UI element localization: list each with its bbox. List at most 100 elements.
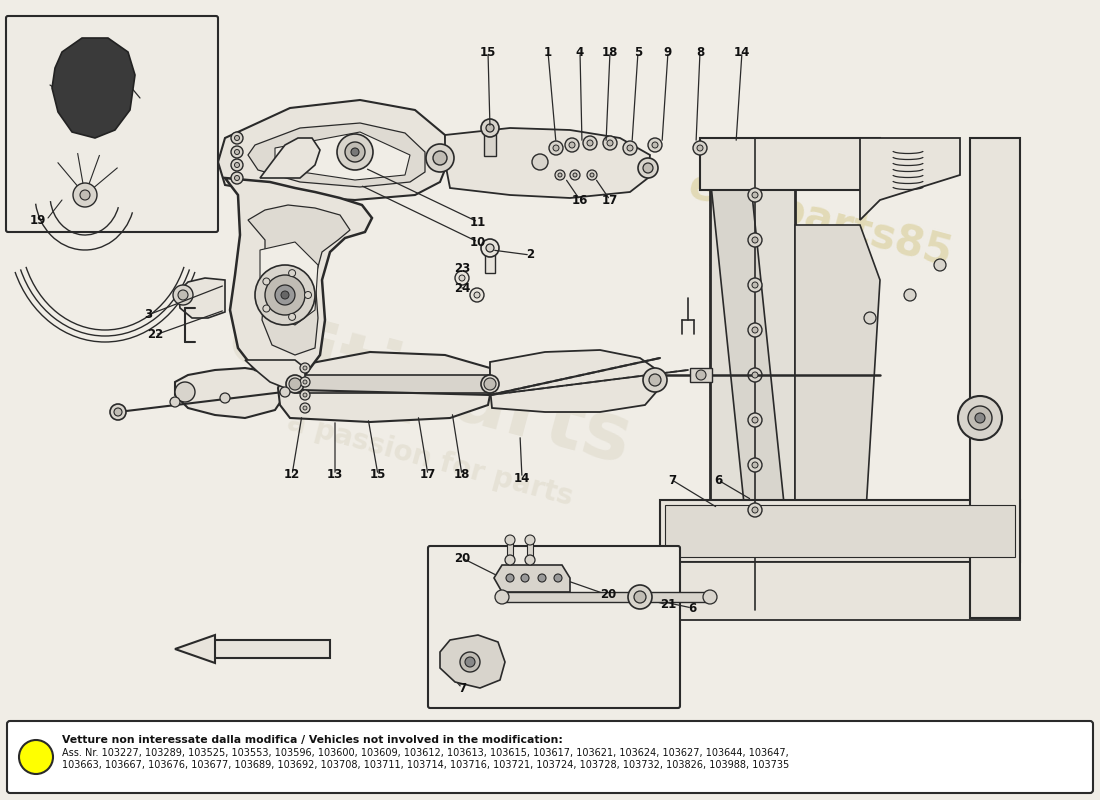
Circle shape <box>505 555 515 565</box>
Circle shape <box>288 270 296 277</box>
Circle shape <box>465 657 475 667</box>
Circle shape <box>300 377 310 387</box>
Circle shape <box>648 138 662 152</box>
Polygon shape <box>178 278 226 318</box>
Circle shape <box>486 124 494 132</box>
Circle shape <box>587 170 597 180</box>
Circle shape <box>538 574 546 582</box>
Bar <box>502 592 712 602</box>
Polygon shape <box>248 123 425 187</box>
Text: 15: 15 <box>370 469 386 482</box>
Circle shape <box>748 458 762 472</box>
Circle shape <box>220 393 230 403</box>
Circle shape <box>627 145 632 151</box>
Text: 15: 15 <box>480 46 496 58</box>
Polygon shape <box>860 138 960 220</box>
Circle shape <box>234 135 240 141</box>
Text: 17: 17 <box>420 469 436 482</box>
Circle shape <box>752 507 758 513</box>
Circle shape <box>634 591 646 603</box>
Circle shape <box>975 413 984 423</box>
Circle shape <box>114 408 122 416</box>
Circle shape <box>175 382 195 402</box>
Bar <box>970 138 1020 618</box>
Bar <box>507 542 513 560</box>
Polygon shape <box>660 562 1020 620</box>
Text: 18: 18 <box>602 46 618 58</box>
Circle shape <box>752 417 758 423</box>
Circle shape <box>556 170 565 180</box>
Circle shape <box>110 404 126 420</box>
Circle shape <box>864 312 876 324</box>
Polygon shape <box>226 178 372 378</box>
Text: Vetture non interessate dalla modifica / Vehicles not involved in the modificati: Vetture non interessate dalla modifica /… <box>62 735 563 745</box>
Bar <box>660 500 1020 562</box>
Text: 1: 1 <box>543 46 552 58</box>
Circle shape <box>231 132 243 144</box>
Text: 5: 5 <box>634 46 642 58</box>
Circle shape <box>255 265 315 325</box>
Circle shape <box>628 585 652 609</box>
Text: 12: 12 <box>284 469 300 482</box>
Text: 22: 22 <box>147 329 163 342</box>
Bar <box>484 128 496 156</box>
Circle shape <box>752 462 758 468</box>
Circle shape <box>73 183 97 207</box>
Bar <box>690 368 712 382</box>
Polygon shape <box>175 368 285 418</box>
Circle shape <box>470 288 484 302</box>
Polygon shape <box>245 360 305 388</box>
Circle shape <box>607 140 613 146</box>
Bar <box>666 505 1015 557</box>
Circle shape <box>345 142 365 162</box>
Circle shape <box>280 291 289 299</box>
Text: 24: 24 <box>454 282 470 294</box>
Circle shape <box>170 397 180 407</box>
Circle shape <box>623 141 637 155</box>
Text: 4: 4 <box>576 46 584 58</box>
Circle shape <box>263 278 270 285</box>
Text: 2: 2 <box>526 249 535 262</box>
Circle shape <box>234 175 240 181</box>
Circle shape <box>351 148 359 156</box>
Text: 8: 8 <box>696 46 704 58</box>
Circle shape <box>748 233 762 247</box>
Text: 20: 20 <box>600 589 616 602</box>
Circle shape <box>696 370 706 380</box>
Text: 18: 18 <box>454 469 470 482</box>
Circle shape <box>525 535 535 545</box>
Circle shape <box>234 162 240 167</box>
Circle shape <box>288 314 296 320</box>
Circle shape <box>178 290 188 300</box>
Circle shape <box>300 390 310 400</box>
Circle shape <box>554 574 562 582</box>
Polygon shape <box>248 205 350 355</box>
Circle shape <box>934 259 946 271</box>
Circle shape <box>455 271 469 285</box>
Polygon shape <box>260 242 318 325</box>
Circle shape <box>505 535 515 545</box>
Text: 10: 10 <box>470 235 486 249</box>
Text: elitiparts85: elitiparts85 <box>683 165 957 275</box>
Circle shape <box>968 406 992 430</box>
Circle shape <box>752 237 758 243</box>
Polygon shape <box>218 100 448 200</box>
Circle shape <box>19 740 53 774</box>
Circle shape <box>752 282 758 288</box>
Text: a passion for parts: a passion for parts <box>284 408 576 512</box>
Text: 6: 6 <box>688 602 696 614</box>
Circle shape <box>748 188 762 202</box>
Polygon shape <box>490 350 660 412</box>
Circle shape <box>525 555 535 565</box>
Circle shape <box>263 305 270 312</box>
Polygon shape <box>52 38 135 138</box>
Circle shape <box>752 327 758 333</box>
Circle shape <box>644 163 653 173</box>
Circle shape <box>573 173 578 177</box>
Text: 16: 16 <box>572 194 588 206</box>
Circle shape <box>231 146 243 158</box>
Circle shape <box>697 145 703 151</box>
Circle shape <box>460 652 480 672</box>
Circle shape <box>748 503 762 517</box>
Circle shape <box>521 574 529 582</box>
